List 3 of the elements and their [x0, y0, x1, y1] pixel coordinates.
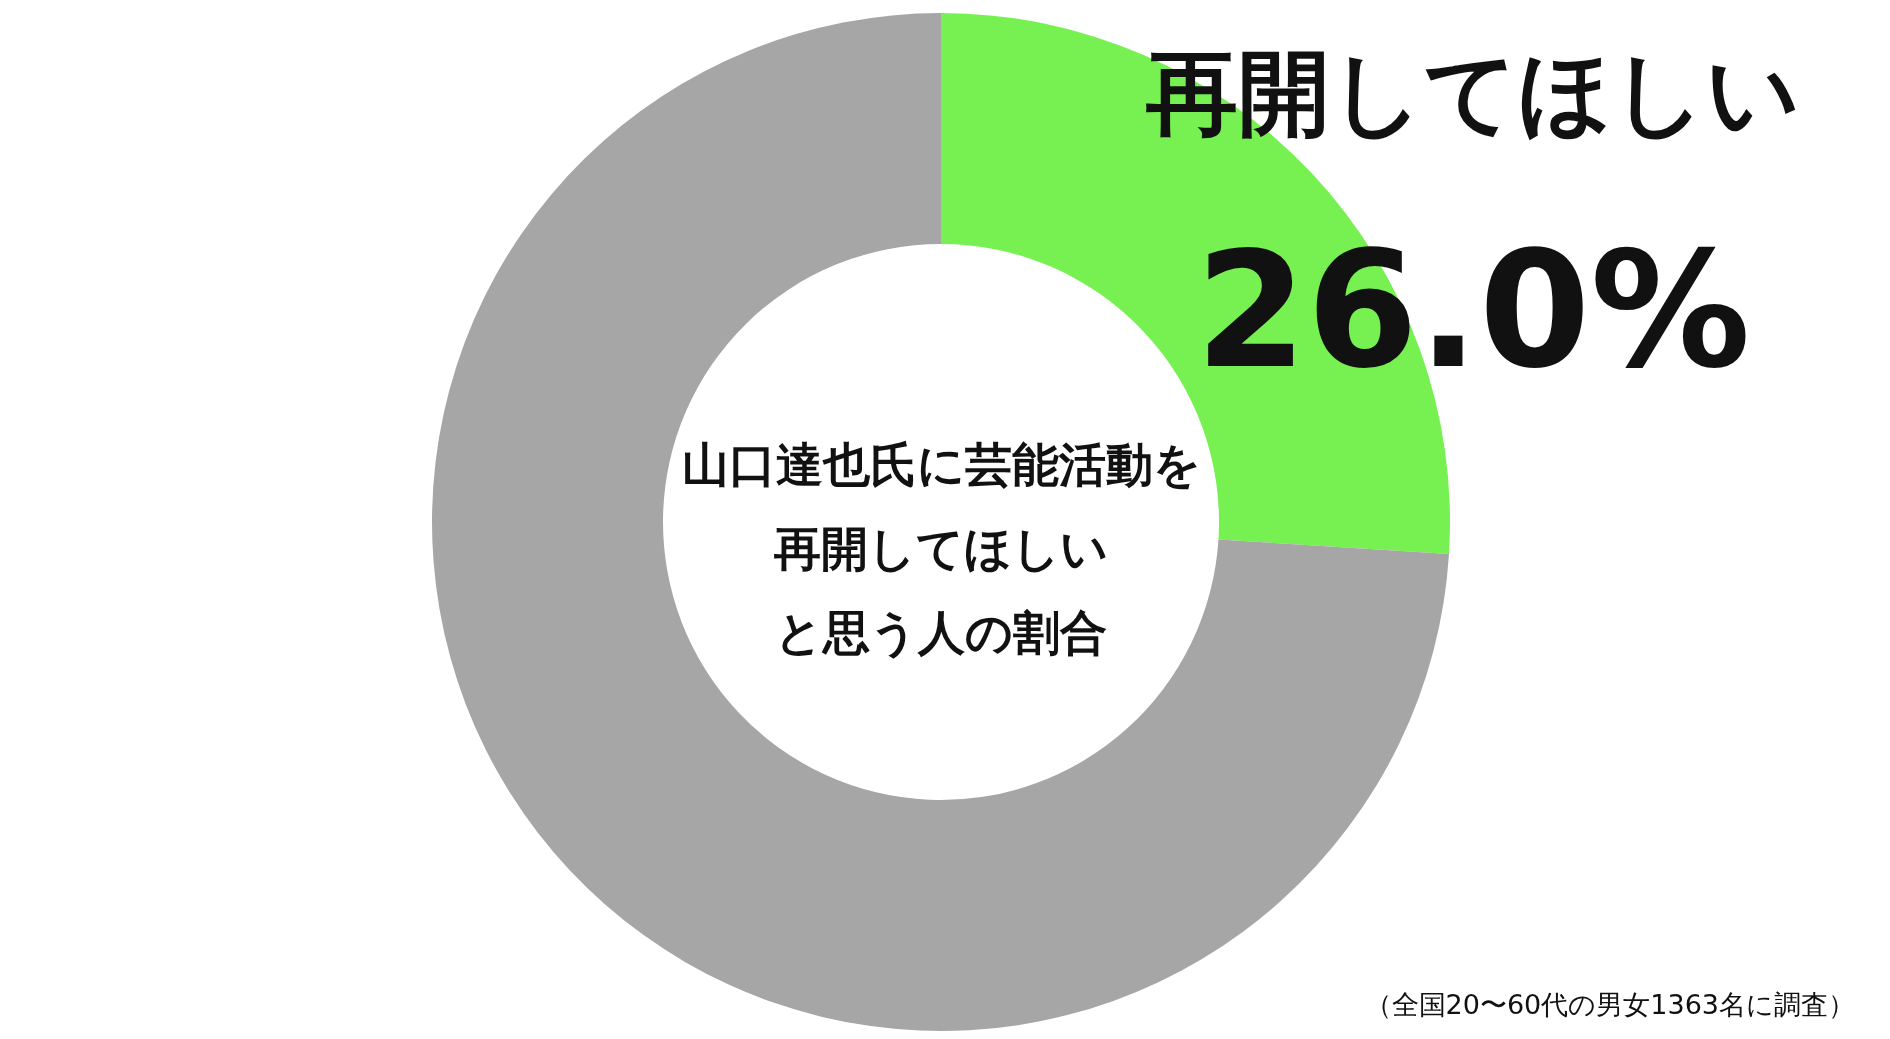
text: （全国20〜60代の男女1363名に調査）: [1364, 988, 1855, 1020]
slice-label: 再開してほしい: [1145, 40, 1800, 148]
text: 山口達也氏に芸能活動を再開してほしいと思う人の割合: [681, 436, 1201, 660]
